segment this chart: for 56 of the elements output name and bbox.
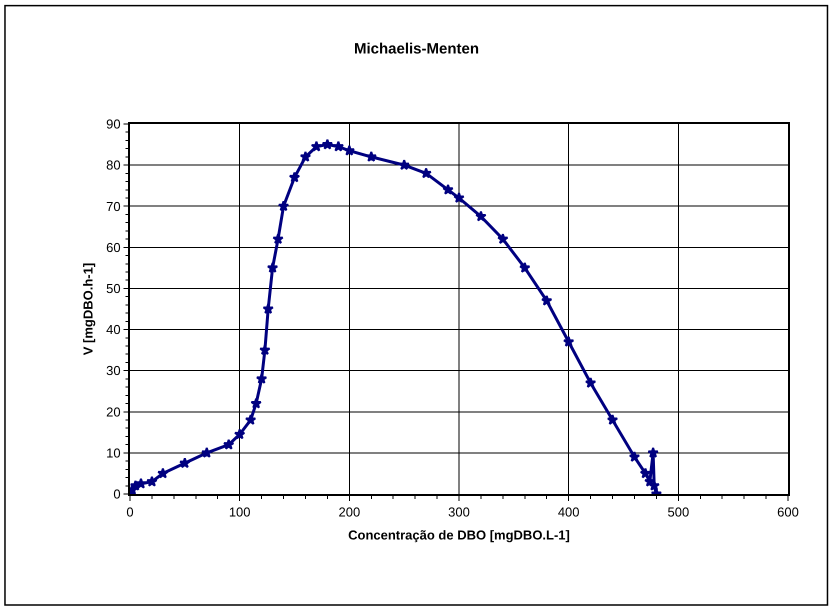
x-tick-label: 400 [558, 504, 580, 520]
point [497, 233, 509, 244]
point [288, 172, 300, 182]
point [442, 184, 454, 195]
y-axis-title: V [mgDBO.h-1] [80, 262, 96, 356]
point [628, 451, 640, 462]
point [344, 144, 355, 156]
chart-title: Michaelis-Menten [354, 40, 480, 58]
point [272, 233, 284, 244]
point [244, 414, 256, 425]
point [453, 192, 465, 203]
point [606, 414, 618, 425]
y-tick-label: 0 [113, 486, 121, 502]
point [398, 159, 410, 170]
point [259, 344, 271, 356]
point [223, 438, 234, 450]
point [541, 294, 552, 306]
point [266, 262, 278, 273]
point [420, 167, 432, 178]
point [157, 468, 169, 478]
point [584, 377, 596, 388]
point [563, 336, 574, 347]
point [256, 372, 268, 384]
point [300, 150, 312, 162]
point [322, 138, 334, 150]
point [310, 140, 322, 152]
y-tick-label: 50 [106, 280, 121, 296]
x-tick-label: 500 [667, 504, 690, 520]
x-tick-label: 600 [777, 504, 799, 520]
x-axis-title: Concentração de DBO [mgDBO.L-1] [348, 527, 570, 542]
y-tick-label: 20 [106, 404, 121, 420]
point [332, 140, 344, 152]
y-tick-label: 40 [106, 322, 121, 338]
y-tick-label: 80 [106, 158, 121, 173]
y-tick-label: 70 [106, 198, 121, 214]
point [201, 446, 212, 458]
point [234, 428, 246, 440]
point [262, 303, 274, 314]
y-tick-label: 30 [106, 363, 121, 378]
point [278, 200, 290, 212]
x-tick-label: 300 [448, 504, 470, 520]
point [146, 476, 158, 487]
y-tick-label: 90 [106, 116, 121, 132]
point [366, 150, 377, 162]
point [475, 210, 487, 222]
x-tick-label: 200 [338, 504, 360, 520]
point [250, 398, 262, 409]
y-tick-label: 10 [106, 445, 121, 460]
point [179, 457, 190, 468]
point [647, 446, 659, 458]
x-tick-label: 0 [126, 504, 134, 520]
y-tick-label: 60 [106, 240, 121, 255]
x-tick-label: 100 [228, 504, 251, 520]
point [640, 468, 652, 478]
point [519, 262, 530, 273]
point [135, 478, 147, 489]
